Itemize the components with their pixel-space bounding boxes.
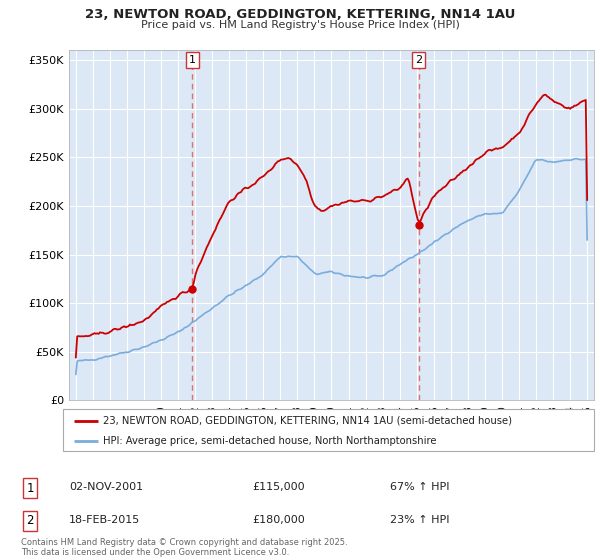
Text: HPI: Average price, semi-detached house, North Northamptonshire: HPI: Average price, semi-detached house,…: [103, 436, 436, 446]
Text: 23% ↑ HPI: 23% ↑ HPI: [390, 515, 449, 525]
Text: £180,000: £180,000: [252, 515, 305, 525]
Text: 1: 1: [189, 55, 196, 66]
Text: 2: 2: [415, 55, 422, 66]
Text: 18-FEB-2015: 18-FEB-2015: [69, 515, 140, 525]
Text: £115,000: £115,000: [252, 482, 305, 492]
Text: 23, NEWTON ROAD, GEDDINGTON, KETTERING, NN14 1AU (semi-detached house): 23, NEWTON ROAD, GEDDINGTON, KETTERING, …: [103, 416, 512, 426]
Text: Contains HM Land Registry data © Crown copyright and database right 2025.
This d: Contains HM Land Registry data © Crown c…: [21, 538, 347, 557]
Text: 02-NOV-2001: 02-NOV-2001: [69, 482, 143, 492]
Text: 2: 2: [26, 514, 34, 528]
Text: 1: 1: [26, 482, 34, 495]
FancyBboxPatch shape: [63, 409, 594, 451]
Text: 67% ↑ HPI: 67% ↑ HPI: [390, 482, 449, 492]
Text: 23, NEWTON ROAD, GEDDINGTON, KETTERING, NN14 1AU: 23, NEWTON ROAD, GEDDINGTON, KETTERING, …: [85, 8, 515, 21]
Text: Price paid vs. HM Land Registry's House Price Index (HPI): Price paid vs. HM Land Registry's House …: [140, 20, 460, 30]
